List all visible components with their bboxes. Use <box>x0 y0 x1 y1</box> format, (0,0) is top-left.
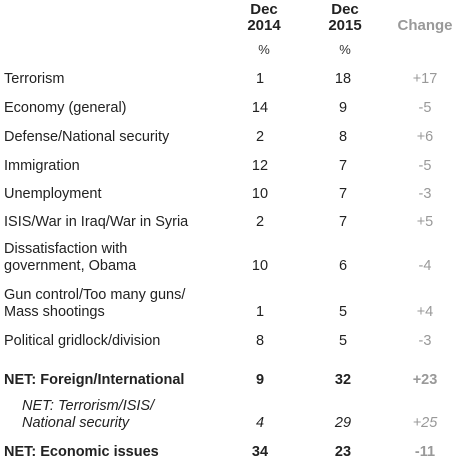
row-label-line: government, Obama <box>4 258 137 274</box>
row-dec-2015: 7 <box>338 214 348 230</box>
row-change: +5 <box>416 214 434 230</box>
row-label: NET: Terrorism/ISIS/ National security <box>22 398 154 432</box>
row-dec-2014: 12 <box>251 158 269 174</box>
row-change: +4 <box>416 304 434 320</box>
row-dec-2015: 7 <box>338 158 348 174</box>
header-change: Change <box>397 17 453 34</box>
row-label: Unemployment <box>4 186 102 202</box>
row-dec-2014: 34 <box>251 444 269 460</box>
row-dec-2014: 1 <box>255 304 265 320</box>
row-dec-2015: 6 <box>338 258 348 274</box>
row-dec-2015: 7 <box>338 186 348 202</box>
row-label-line: Dissatisfaction with <box>4 241 128 257</box>
row-dec-2014: 9 <box>255 372 265 388</box>
row-dec-2015: 32 <box>334 372 352 388</box>
header-dec-2014-unit: % <box>258 42 270 57</box>
row-dec-2014: 8 <box>255 333 265 349</box>
header-dec-2015-month: Dec <box>331 1 359 18</box>
row-label-line: National security <box>22 415 130 431</box>
row-dec-2015: 9 <box>338 100 348 116</box>
row-label: Immigration <box>4 158 80 174</box>
row-change: +17 <box>412 71 438 87</box>
row-dec-2014: 1 <box>255 71 265 87</box>
header-dec-2014-year: 2014 <box>247 17 281 34</box>
row-label: Terrorism <box>4 71 65 87</box>
row-dec-2014: 4 <box>255 415 265 431</box>
header-dec-2015-year: 2015 <box>328 17 362 34</box>
row-dec-2014: 14 <box>251 100 269 116</box>
row-label: Defense/National security <box>4 129 170 145</box>
row-label: NET: Foreign/International <box>4 372 185 388</box>
header-dec-2014-month: Dec <box>250 1 278 18</box>
row-label: Economy (general) <box>4 100 127 116</box>
row-dec-2015: 5 <box>338 333 348 349</box>
row-dec-2014: 10 <box>251 258 269 274</box>
row-change: +6 <box>416 129 434 145</box>
row-change: -4 <box>418 258 432 274</box>
row-change: -3 <box>418 333 432 349</box>
row-label: Gun control/Too many guns/ Mass shooting… <box>4 287 185 321</box>
header-dec-2014: Dec 2014 <box>238 2 290 34</box>
row-dec-2015: 18 <box>334 71 352 87</box>
row-change: -3 <box>418 186 432 202</box>
row-label: Dissatisfaction with government, Obama <box>4 241 136 275</box>
row-dec-2014: 2 <box>255 129 265 145</box>
row-label-line: Gun control/Too many guns/ <box>4 287 186 303</box>
row-label-line: NET: Terrorism/ISIS/ <box>22 398 155 414</box>
row-dec-2014: 10 <box>251 186 269 202</box>
row-label: NET: Economic issues <box>4 444 159 460</box>
row-change: -5 <box>418 100 432 116</box>
row-change: -11 <box>414 444 436 460</box>
row-dec-2015: 29 <box>334 415 352 431</box>
header-dec-2015: Dec 2015 <box>319 2 371 34</box>
row-label: Political gridlock/division <box>4 333 161 349</box>
row-dec-2015: 5 <box>338 304 348 320</box>
row-label: ISIS/War in Iraq/War in Syria <box>4 214 189 230</box>
row-change: +23 <box>412 372 438 388</box>
row-dec-2015: 8 <box>338 129 348 145</box>
row-label-line: Mass shootings <box>4 304 105 320</box>
row-change: -5 <box>418 158 432 174</box>
row-change: +25 <box>412 415 438 431</box>
header-dec-2015-unit: % <box>339 42 351 57</box>
row-dec-2015: 23 <box>334 444 352 460</box>
row-dec-2014: 2 <box>255 214 265 230</box>
